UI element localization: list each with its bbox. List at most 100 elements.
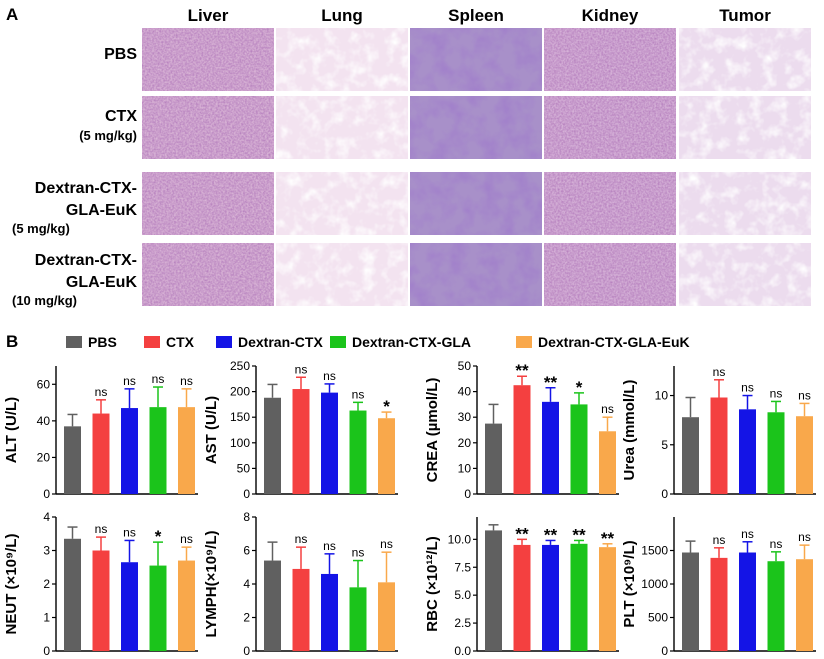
y-axis-label: LYMPH(×10⁹/L) [203, 530, 220, 637]
tissue-image-lung-row-4 [276, 243, 408, 306]
bar-dextran-ctx-gla-euk [599, 547, 616, 651]
bar-dextran-ctx-gla [767, 561, 785, 651]
significance-label: ns [601, 402, 614, 416]
bar-dextran-ctx [321, 392, 338, 494]
legend-label: Dextran-CTX-GLA [352, 334, 471, 350]
y-tick-label: 0 [243, 487, 250, 501]
y-tick-label: 20 [37, 450, 51, 464]
bar-dextran-ctx-gla [149, 565, 167, 651]
bar-dextran-ctx [542, 401, 559, 494]
legend-item-dextran-ctx-gla: Dextran-CTX-GLA [330, 334, 471, 350]
chart-4: 0 5 10 Urea (mmol/L) ns ns ns ns [621, 365, 816, 501]
bar-dextran-ctx-gla [349, 410, 367, 494]
tissue-image-texture [276, 243, 408, 306]
y-tick-label: 2 [243, 611, 250, 625]
significance-label: ns [323, 539, 336, 553]
significance-label: ns [295, 362, 308, 376]
row-labels: PBS CTX (5 mg/kg) Dextran-CTX- GLA-EuK (5 mg/… [12, 46, 137, 308]
legend-item-ctx: CTX [144, 334, 195, 350]
significance-label: ns [295, 532, 308, 546]
y-tick-label: 60 [37, 377, 51, 391]
significance-label: ns [741, 527, 754, 541]
significance-label: ns [352, 387, 365, 401]
row-sublabel-2: (5 mg/kg) [79, 128, 137, 143]
tissue-image-texture [142, 28, 274, 91]
bar-ctx [92, 550, 110, 651]
legend-swatch [144, 336, 160, 348]
y-tick-label: 4 [43, 510, 50, 524]
chart-6: 0 2 4 6 8 LYMPH(×10⁹/L) ns ns ns ns [203, 510, 398, 658]
y-tick-label: 0 [661, 487, 668, 501]
significance-label: ns [770, 386, 783, 400]
chart-7: 0.0 2.5 5.0 7.5 10.0 RBC (×10¹²/L) ** ** ** ** [424, 517, 619, 658]
tissue-image-spleen-row-4 [410, 243, 542, 306]
bar-ctx [292, 389, 310, 494]
significance-label: ** [515, 524, 529, 543]
y-tick-label: 8 [243, 510, 250, 524]
tissue-image-spleen-row-3 [410, 172, 542, 235]
y-tick-label: 10 [655, 389, 669, 403]
y-tick-label: 5.0 [454, 588, 471, 602]
significance-label: ** [544, 525, 558, 544]
legend-swatch [330, 336, 346, 348]
y-tick-label: 100 [230, 436, 250, 450]
bar-dextran-ctx [739, 552, 756, 651]
bar-dextran-ctx-gla-euk [178, 560, 195, 651]
y-tick-label: 10.0 [448, 532, 472, 546]
tissue-image-texture [142, 96, 274, 159]
tissue-image-texture [679, 243, 811, 306]
bar-pbs [682, 417, 699, 494]
bar-ctx [292, 568, 310, 651]
bar-pbs [264, 560, 281, 651]
bar-dextran-ctx-gla-euk [378, 418, 395, 494]
legend-swatch [66, 336, 82, 348]
tissue-image-texture [142, 172, 274, 235]
y-tick-label: 50 [458, 359, 472, 373]
bar-dextran-ctx [121, 408, 138, 494]
row-sublabel-4: (10 mg/kg) [12, 293, 77, 308]
significance-label: ns [798, 530, 811, 544]
y-tick-label: 10 [458, 461, 472, 475]
y-axis-label: Urea (mmol/L) [621, 380, 638, 481]
tissue-image-liver-row-2 [142, 96, 274, 159]
significance-label: ns [798, 388, 811, 402]
tissue-image-texture [276, 28, 408, 91]
significance-label: * [383, 397, 390, 416]
tissue-image-texture [544, 243, 676, 306]
y-tick-label: 150 [230, 410, 250, 424]
tissue-image-liver-row-3 [142, 172, 274, 235]
tissue-image-kidney-row-4 [544, 243, 676, 306]
bar-ctx [710, 557, 728, 651]
y-axis-label: AST (U/L) [203, 396, 220, 464]
significance-label: ** [572, 525, 586, 544]
tissue-image-spleen-row-1 [410, 28, 542, 91]
chart-5: 0 1 2 3 4 NEUT (×10⁹/L) ns ns * ns [3, 510, 198, 658]
bar-dextran-ctx [121, 562, 138, 651]
column-label-lung: Lung [321, 6, 363, 25]
y-tick-label: 4 [243, 577, 250, 591]
row-label-4-line-1: Dextran-CTX- [35, 252, 137, 269]
bar-dextran-ctx-gla-euk [599, 431, 616, 494]
tissue-image-texture [410, 28, 542, 91]
y-tick-label: 0.0 [454, 644, 471, 658]
bar-ctx [513, 544, 531, 651]
significance-label: * [576, 378, 583, 397]
column-label-kidney: Kidney [582, 6, 639, 25]
legend-label: Dextran-CTX-GLA-EuK [538, 334, 690, 350]
y-tick-label: 0 [661, 644, 668, 658]
y-tick-label: 1 [43, 611, 50, 625]
y-tick-label: 500 [648, 611, 668, 625]
significance-label: ns [180, 532, 193, 546]
y-tick-label: 1000 [641, 577, 668, 591]
y-axis-label: RBC (×10¹²/L) [424, 536, 441, 631]
bar-pbs [682, 552, 699, 651]
bar-pbs [64, 426, 81, 494]
tissue-image-texture [410, 243, 542, 306]
tissue-image-texture [276, 172, 408, 235]
tissue-image-kidney-row-3 [544, 172, 676, 235]
legend-swatch [516, 336, 532, 348]
significance-label: ** [544, 373, 558, 392]
